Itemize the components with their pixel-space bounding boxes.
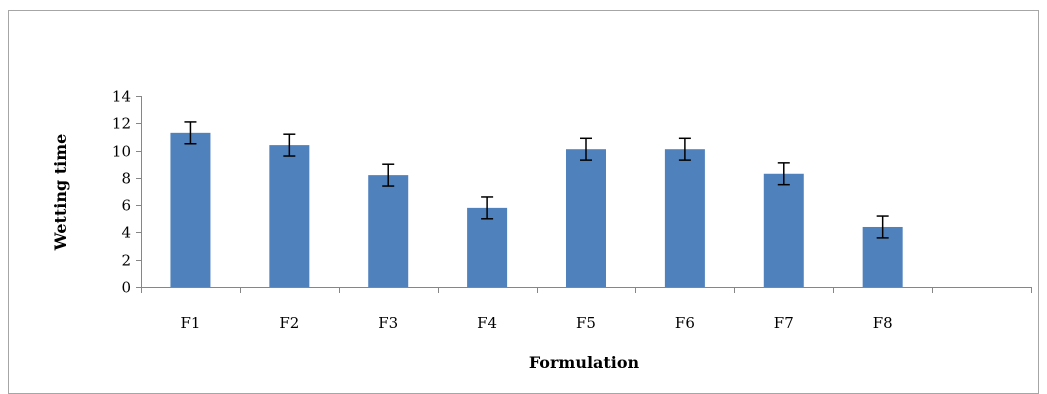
bar-f2	[269, 145, 310, 287]
y-tick-label: 2	[121, 252, 131, 270]
y-tick-label: 12	[112, 115, 131, 133]
chart-border	[8, 10, 1039, 394]
y-tick-label: 8	[121, 170, 131, 188]
x-tick-label: F2	[279, 314, 299, 332]
x-tick-label: F5	[576, 314, 596, 332]
y-tick-label: 6	[121, 197, 131, 215]
error-bar-f5	[580, 137, 592, 161]
y-tick-label: 4	[121, 224, 131, 242]
y-tick-labels: 0 2 4 6 8 10 12 14	[112, 88, 131, 297]
x-tick-labels: F1 F2 F3 F4 F5 F6 F7 F8	[180, 314, 892, 332]
bar-f4	[467, 207, 508, 287]
error-bar-f1	[184, 121, 197, 145]
x-tick-label: F7	[774, 314, 794, 332]
x-axis-title: Formulation	[529, 353, 640, 372]
bar-f6	[664, 149, 705, 287]
error-bar-f3	[382, 163, 395, 187]
y-tick-label: 10	[112, 143, 131, 161]
bar-f5	[566, 149, 606, 287]
y-tick-label: 0	[121, 279, 131, 297]
x-tick-label: F8	[873, 314, 893, 332]
bar-f3	[368, 175, 409, 287]
bars-layer	[170, 132, 903, 287]
bar-f7	[763, 173, 804, 287]
bar-f1	[170, 132, 211, 287]
error-bar-f8	[876, 215, 889, 239]
y-axis-title: Wetting time	[51, 134, 70, 252]
error-bar-f4	[481, 196, 494, 220]
x-tick-label: F1	[180, 314, 200, 332]
x-tick-label: F3	[378, 314, 398, 332]
y-tick-label: 14	[112, 88, 131, 106]
axes-layer	[136, 96, 1032, 293]
error-bar-f6	[678, 137, 691, 161]
error-bars-layer	[184, 121, 889, 239]
x-tick-label: F4	[477, 314, 497, 332]
x-tick-label: F6	[675, 314, 695, 332]
error-bar-f7	[777, 162, 790, 186]
error-bar-f2	[283, 133, 296, 157]
